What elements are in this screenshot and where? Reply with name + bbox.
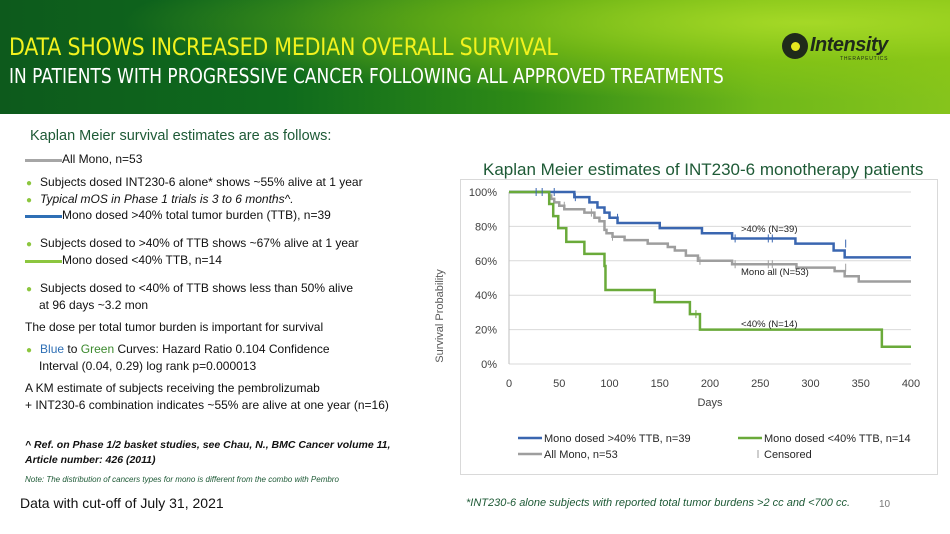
bullet-icon: ● [26, 178, 33, 189]
page-number: 10 [879, 499, 891, 510]
bullet-icon: ● [26, 284, 33, 295]
lt40-label: Mono dosed <40% TTB, n=14 [62, 253, 222, 267]
bullet-icon: ● [26, 239, 33, 250]
y-tick-label: 20% [475, 325, 497, 337]
bullet-item: ● Subjects dosed to <40% of TTB shows les… [26, 281, 354, 295]
y-tick-label: 60% [475, 256, 497, 268]
survival-curves [509, 190, 911, 349]
curve-annotation: Mono all (N=53) [741, 267, 809, 278]
logo-name: Intensity [810, 34, 888, 56]
x-tick-label: 0 [506, 378, 512, 390]
data-cutoff: Data with cut-off of July 31, 2021 [20, 495, 224, 511]
bullet-continuation: at 96 days ~3.2 mon [39, 298, 149, 312]
x-tick-label: 50 [553, 378, 565, 390]
bullet-icon: ● [26, 195, 33, 206]
bullet-continuation: Interval (0.04, 0.29) log rank p=0.00001… [39, 359, 257, 373]
header-banner: DATA SHOWS INCREASED MEDIAN OVERALL SURV… [0, 0, 950, 114]
gt40-label: Mono dosed >40% total tumor burden (TTB)… [62, 208, 331, 222]
bullet-item: ● Blue to Green Curves: Hazard Ratio 0.10… [26, 342, 330, 356]
bullet-icon: ● [26, 345, 33, 356]
chart-title: Kaplan Meier estimates of INT230-6 monot… [483, 160, 924, 179]
legend-label: Mono dosed >40% TTB, n=39 [544, 433, 691, 445]
distribution-note: Note: The distribution of cancers types … [25, 475, 339, 484]
km-curve-lt40 [509, 190, 911, 349]
x-tick-label: 100 [600, 378, 618, 390]
page-subtitle: IN PATIENTS WITH PROGRESSIVE CANCER FOLL… [9, 64, 724, 88]
logo-subtitle: THERAPEUTICS [840, 56, 889, 62]
all-mono-swatch [25, 159, 62, 162]
all-mono-label: All Mono, n=53 [62, 152, 143, 166]
x-tick-label: 250 [751, 378, 769, 390]
y-tick-labels: 0% 20% 40% 60% 80% 100% [469, 187, 497, 371]
page-title: DATA SHOWS INCREASED MEDIAN OVERALL SURV… [9, 33, 558, 61]
reference-line: Article number: 426 (2011) [25, 454, 156, 466]
gt40-swatch [25, 215, 62, 218]
censor-marks [535, 188, 847, 319]
x-tick-labels: 0 50 100 150 200 250 300 350 400 [506, 378, 920, 390]
grid-lines [509, 191, 911, 365]
curve-annotations: >40% (N=39) Mono all (N=53) <40% (N=14) [741, 224, 809, 330]
dose-statement: The dose per total tumor burden is impor… [25, 320, 324, 334]
legend-label: Censored [764, 449, 812, 461]
x-tick-label: 400 [902, 378, 920, 390]
y-tick-label: 80% [475, 221, 497, 233]
bullet-item: ● Typical mOS in Phase 1 trials is 3 to 6… [26, 192, 294, 206]
y-axis-label: Survival Probability [434, 269, 446, 363]
logo-swirl-icon [782, 33, 808, 59]
y-tick-label: 40% [475, 290, 497, 302]
combo-line: + INT230-6 combination indicates ~55% ar… [25, 398, 389, 412]
bullet-item: ● Subjects dosed to >40% of TTB shows ~67… [26, 236, 359, 250]
y-tick-label: 100% [469, 187, 497, 199]
legend-label: All Mono, n=53 [544, 449, 618, 461]
footnote: *INT230-6 alone subjects with reported t… [466, 497, 850, 509]
reference-line: ^ Ref. on Phase 1/2 basket studies, see … [25, 439, 391, 451]
combo-line: A KM estimate of subjects receiving the … [25, 381, 320, 395]
km-intro: Kaplan Meier survival estimates are as f… [30, 128, 332, 144]
curve-annotation: <40% (N=14) [741, 319, 798, 330]
km-curve-all-mono [509, 190, 911, 283]
x-tick-label: 200 [701, 378, 719, 390]
bullet-item: ● Subjects dosed INT230-6 alone* shows ~5… [26, 175, 363, 189]
chart-legend: Mono dosed >40% TTB, n=39 Mono dosed <40%… [518, 433, 911, 461]
km-curve-gt40 [509, 190, 911, 259]
x-tick-label: 300 [801, 378, 819, 390]
x-axis-label: Days [697, 397, 723, 409]
y-tick-label: 0% [481, 359, 497, 371]
company-logo: Intensity THERAPEUTICS [782, 33, 912, 65]
x-tick-label: 350 [852, 378, 870, 390]
curve-annotation: >40% (N=39) [741, 224, 798, 235]
lt40-swatch [25, 260, 62, 263]
legend-label: Mono dosed <40% TTB, n=14 [764, 433, 911, 445]
x-tick-label: 150 [651, 378, 669, 390]
